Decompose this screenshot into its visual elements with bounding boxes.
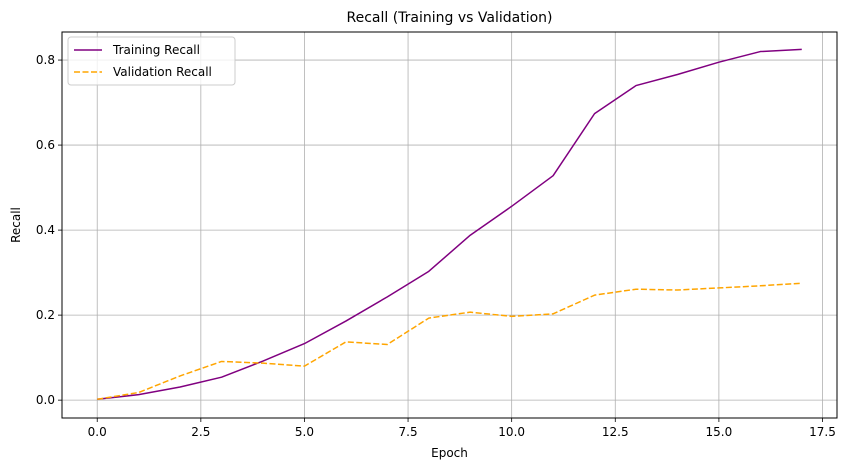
validation-recall-point — [675, 288, 679, 292]
legend-label-validation: Validation Recall — [113, 65, 212, 79]
chart-title: Recall (Training vs Validation) — [347, 10, 553, 26]
y-axis-label: Recall — [9, 207, 23, 243]
legend-label-training: Training Recall — [112, 43, 200, 57]
x-tick-label: 5.0 — [295, 425, 314, 439]
validation-recall-point — [717, 286, 721, 290]
legend: Training Recall Validation Recall — [67, 36, 236, 86]
y-tick-label: 0.6 — [36, 138, 55, 152]
training-recall-point — [800, 47, 804, 51]
validation-recall-point — [137, 390, 141, 394]
training-recall-point — [385, 295, 389, 299]
validation-recall-point — [551, 312, 555, 316]
validation-recall-point — [593, 293, 597, 297]
validation-recall-point — [344, 340, 348, 344]
training-recall-point — [593, 112, 597, 116]
training-recall-point — [675, 73, 679, 77]
validation-recall-point — [510, 314, 514, 318]
validation-recall-point — [220, 359, 224, 363]
validation-recall-point — [758, 284, 762, 288]
x-tick-label: 7.5 — [399, 425, 418, 439]
y-tick-label: 0.8 — [36, 53, 55, 67]
training-recall-point — [468, 233, 472, 237]
plot-frame — [61, 31, 838, 419]
x-tick-label: 2.5 — [191, 425, 210, 439]
training-recall-point — [344, 319, 348, 323]
y-tick-label: 0.2 — [36, 308, 55, 322]
training-recall-point — [178, 385, 182, 389]
tick-layer: 0.0 2.5 5.0 7.5 10.0 12.5 15.0 17.5 0.0 0.2 0.4 0.6… — [36, 53, 836, 439]
grid-layer — [62, 32, 837, 418]
training-recall-point — [302, 342, 306, 346]
training-recall-point — [551, 174, 555, 178]
training-recall-point — [634, 84, 638, 88]
validation-recall-point — [95, 397, 99, 401]
validation-recall-point — [261, 361, 265, 365]
validation-recall-point — [800, 281, 804, 285]
training-recall-point — [427, 269, 431, 273]
training-recall-line — [97, 48, 802, 401]
training-recall-point — [717, 60, 721, 64]
validation-recall-point — [385, 342, 389, 346]
x-axis-label: Epoch — [431, 446, 468, 460]
series-layer — [95, 47, 804, 401]
training-recall-point — [758, 50, 762, 54]
validation-recall-point — [427, 316, 431, 320]
x-tick-label: 10.0 — [498, 425, 525, 439]
training-recall-point — [510, 204, 514, 208]
x-tick-label: 15.0 — [706, 425, 733, 439]
validation-recall-point — [468, 310, 472, 314]
x-tick-label: 0.0 — [88, 425, 107, 439]
validation-recall-point — [302, 364, 306, 368]
validation-recall-line — [97, 282, 802, 401]
y-tick-label: 0.4 — [36, 223, 55, 237]
training-recall-point — [220, 375, 224, 379]
legend-box — [67, 36, 236, 86]
x-tick-label: 12.5 — [602, 425, 629, 439]
validation-recall-point — [178, 374, 182, 378]
x-tick-label: 17.5 — [809, 425, 836, 439]
validation-recall-point — [634, 287, 638, 291]
y-tick-label: 0.0 — [36, 393, 55, 407]
